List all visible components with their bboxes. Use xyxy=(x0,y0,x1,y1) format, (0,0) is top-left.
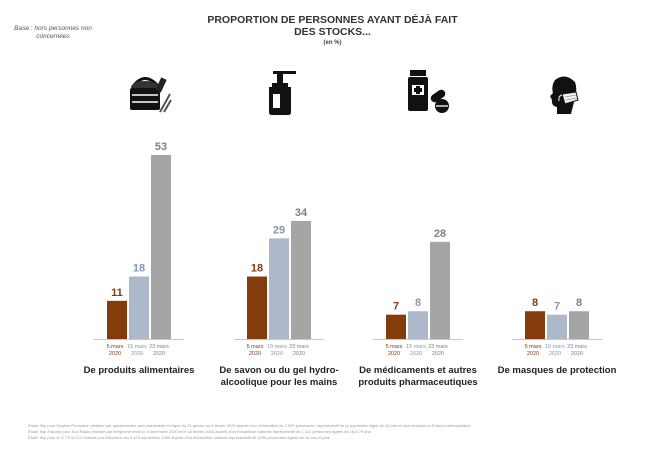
tick-label: 2020 xyxy=(131,351,143,357)
tick-label: 23 mars xyxy=(289,344,309,350)
soap-dispenser-icon xyxy=(269,71,296,115)
bar xyxy=(129,276,149,339)
footnote-3: Étude Ifop pour le G.T.F.N.S.O réalisée … xyxy=(28,435,330,440)
bar xyxy=(386,314,406,339)
tick-label: 2020 xyxy=(249,351,261,357)
data-label: 7 xyxy=(554,301,560,313)
data-label: 53 xyxy=(155,141,167,153)
chart-title-line-2: DES STOCKS... xyxy=(294,26,371,38)
tick-label: 15 mars xyxy=(545,344,565,350)
bar xyxy=(107,300,127,339)
footnote-2: Étude Ifop-Fiducial pour Sud Radio réali… xyxy=(28,429,371,434)
tick-label: 2020 xyxy=(410,351,422,357)
medicine-icon xyxy=(408,70,449,113)
bar xyxy=(247,276,267,339)
bar xyxy=(430,241,450,339)
bar xyxy=(525,311,545,339)
data-label: 7 xyxy=(393,301,399,313)
bar xyxy=(151,155,171,339)
category-label: De masques de protection xyxy=(498,365,617,376)
tick-label: 2020 xyxy=(271,351,283,357)
category-label: alcoolique pour les mains xyxy=(221,377,338,388)
category-label: De savon ou du gel hydro- xyxy=(219,365,338,376)
footnote-1: Étude Ifop pour Eugène Promotion réalisé… xyxy=(28,423,471,428)
tick-label: 2020 xyxy=(109,351,121,357)
category-label: produits pharmaceutiques xyxy=(358,377,477,388)
bar xyxy=(547,314,567,339)
tick-label: 2020 xyxy=(549,351,561,357)
data-label: 18 xyxy=(251,263,263,275)
bar xyxy=(269,238,289,339)
tick-label: 2020 xyxy=(571,351,583,357)
bar xyxy=(408,311,428,339)
tick-label: 15 mars xyxy=(267,344,287,350)
category-label: De produits alimentaires xyxy=(84,365,195,376)
data-label: 29 xyxy=(273,224,285,236)
data-label: 11 xyxy=(111,287,123,299)
tick-label: 2020 xyxy=(388,351,400,357)
data-label: 34 xyxy=(295,207,308,219)
base-note: Base : hors personnes non concernées xyxy=(14,25,92,40)
data-label: 8 xyxy=(532,297,538,309)
bar xyxy=(569,311,589,339)
food-basket-icon xyxy=(130,77,172,113)
tick-label: 2020 xyxy=(432,351,444,357)
chart-title: PROPORTION DE PERSONNES AYANT DÉJÀ FAIT … xyxy=(200,14,465,38)
tick-label: 15 mars xyxy=(127,344,147,350)
data-label: 18 xyxy=(133,263,145,275)
tick-label: 5 mars xyxy=(386,344,403,350)
tick-label: 2020 xyxy=(153,351,165,357)
bar xyxy=(291,220,311,339)
tick-label: 23 mars xyxy=(428,344,448,350)
tick-label: 5 mars xyxy=(525,344,542,350)
tick-label: 5 mars xyxy=(247,344,264,350)
tick-label: 15 mars xyxy=(406,344,426,350)
tick-label: 2020 xyxy=(293,351,305,357)
data-label: 28 xyxy=(434,228,446,240)
tick-label: 23 mars xyxy=(567,344,587,350)
category-label: De médicaments et autres xyxy=(359,365,477,376)
tick-label: 2020 xyxy=(527,351,539,357)
tick-label: 5 mars xyxy=(107,344,124,350)
chart-title-line-1: PROPORTION DE PERSONNES AYANT DÉJÀ FAIT xyxy=(207,14,458,26)
data-label: 8 xyxy=(576,297,582,309)
data-label: 8 xyxy=(415,297,421,309)
chart-subtitle: (en %) xyxy=(323,40,342,46)
tick-label: 23 mars xyxy=(149,344,169,350)
mask-icon xyxy=(550,76,579,114)
